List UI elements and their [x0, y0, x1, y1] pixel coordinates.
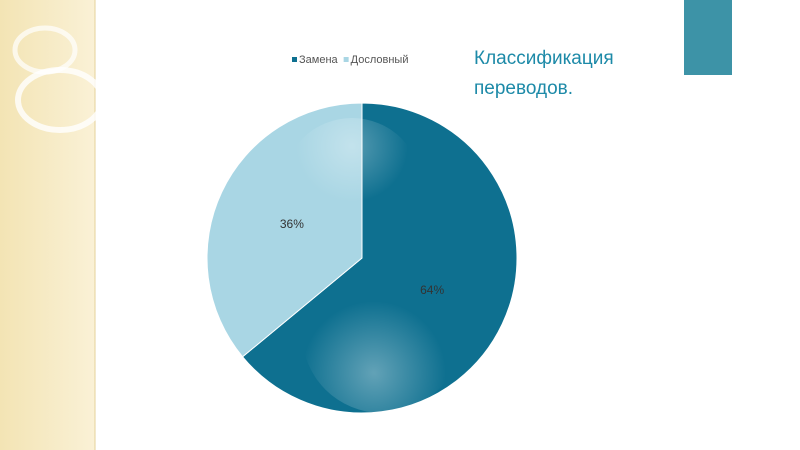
- accent-block: [684, 0, 732, 75]
- swirl: [12, 25, 78, 75]
- side-strip: [0, 0, 95, 450]
- pie: [206, 102, 518, 414]
- legend-label: Замена: [299, 54, 339, 66]
- legend-swatch: [343, 57, 349, 62]
- data-label: 64%: [420, 283, 444, 297]
- chart-title: Классификация переводов.: [474, 48, 614, 99]
- data-label: 36%: [280, 217, 304, 231]
- legend-label: Дословный: [351, 54, 409, 66]
- legend-swatch: [292, 57, 297, 62]
